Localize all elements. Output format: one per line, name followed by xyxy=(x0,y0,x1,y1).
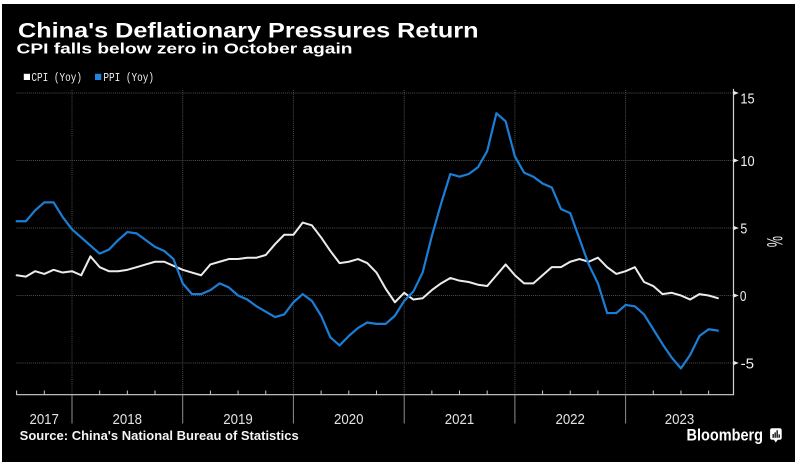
svg-text:Source: China's National Burea: Source: China's National Bureau of Stati… xyxy=(20,429,299,443)
svg-text:China's Deflationary Pressures: China's Deflationary Pressures Return xyxy=(18,20,479,43)
svg-text:Bloomberg: Bloomberg xyxy=(687,427,764,445)
svg-text:5: 5 xyxy=(740,221,747,237)
svg-text:%: % xyxy=(762,236,787,247)
svg-text:CPI (Yoy): CPI (Yoy) xyxy=(31,71,82,85)
svg-text:2020: 2020 xyxy=(334,412,364,428)
svg-text:2023: 2023 xyxy=(665,412,695,428)
svg-text:CPI falls below zero in Octobe: CPI falls below zero in October again xyxy=(17,41,353,58)
svg-text:2021: 2021 xyxy=(445,412,475,428)
svg-text:15: 15 xyxy=(740,91,754,107)
svg-text:2017: 2017 xyxy=(29,412,59,428)
svg-text:2018: 2018 xyxy=(113,412,143,428)
svg-text:2022: 2022 xyxy=(555,412,585,428)
svg-text:2019: 2019 xyxy=(223,412,253,428)
svg-text:-5: -5 xyxy=(741,357,755,373)
svg-text:0: 0 xyxy=(740,289,747,305)
svg-text:PPI (Yoy): PPI (Yoy) xyxy=(103,71,154,85)
svg-text:10: 10 xyxy=(740,154,754,170)
